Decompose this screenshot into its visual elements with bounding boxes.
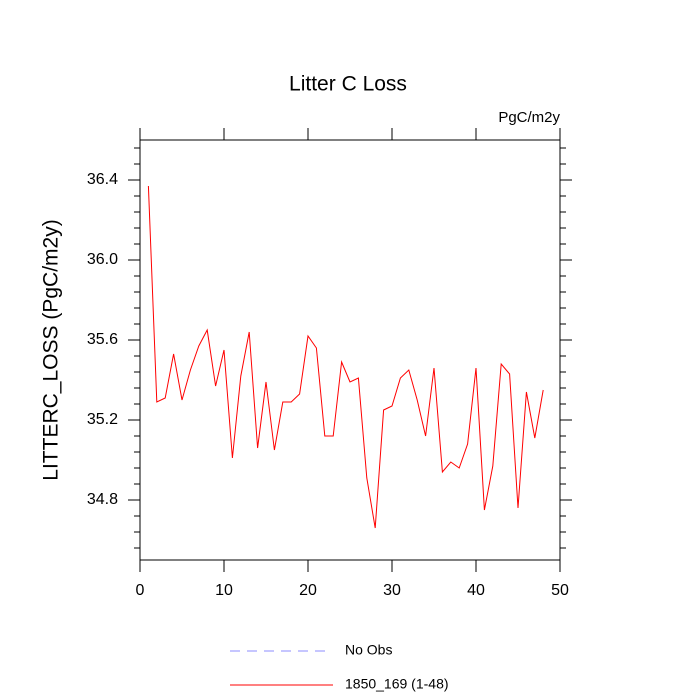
y-tick-label: 35.6 bbox=[87, 331, 118, 348]
units-label: PgC/m2y bbox=[498, 109, 560, 126]
y-tick-label: 35.2 bbox=[87, 411, 118, 428]
y-tick-label: 34.8 bbox=[87, 491, 118, 508]
y-tick-label: 36.0 bbox=[87, 251, 118, 268]
x-tick-label: 10 bbox=[215, 582, 233, 599]
y-tick-label: 36.4 bbox=[87, 171, 118, 188]
x-tick-label: 0 bbox=[136, 582, 145, 599]
x-tick-label: 40 bbox=[467, 582, 485, 599]
x-tick-label: 20 bbox=[299, 582, 317, 599]
legend-label: 1850_169 (1-48) bbox=[345, 676, 449, 692]
x-tick-label: 30 bbox=[383, 582, 401, 599]
chart-title: Litter C Loss bbox=[289, 73, 407, 96]
y-axis-label: LITTERC_LOSS (PgC/m2y) bbox=[40, 219, 63, 480]
plot-frame bbox=[139, 139, 561, 561]
data-line bbox=[147, 185, 544, 529]
legend-label: No Obs bbox=[345, 642, 392, 658]
x-tick-label: 50 bbox=[551, 582, 569, 599]
